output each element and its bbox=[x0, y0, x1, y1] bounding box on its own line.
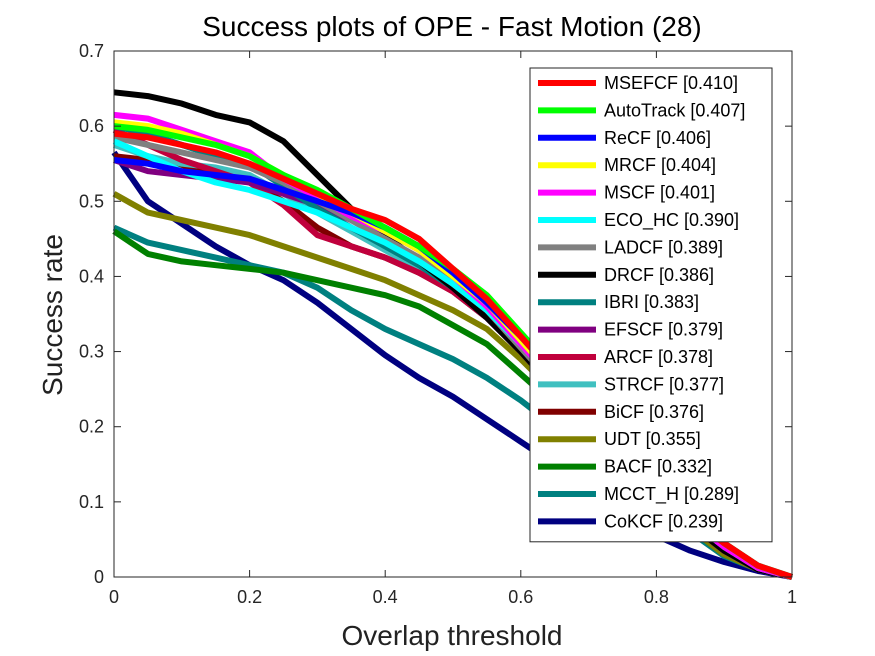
axes-layer bbox=[113, 50, 793, 578]
ticks-layer: 0 0.2 0.4 0.6 0.8 1 0 0.1 0.2 0.3 0.4 0.5 0.6 0.7 bbox=[79, 41, 797, 607]
x-tick-label: 0.6 bbox=[508, 587, 533, 607]
legend-label-11: STRCF [0.377] bbox=[604, 374, 724, 394]
chart-title: Success plots of OPE - Fast Motion (28) bbox=[202, 11, 702, 42]
legend-label-10: ARCF [0.378] bbox=[604, 347, 713, 367]
legend-label-8: IBRI [0.383] bbox=[604, 292, 699, 312]
legend-label-5: ECO_HC [0.390] bbox=[604, 210, 739, 231]
y-tick-label: 0.7 bbox=[79, 41, 104, 61]
legend-label-3: MRCF [0.404] bbox=[604, 155, 716, 175]
x-tick-label: 0.4 bbox=[373, 587, 398, 607]
legend-label-12: BiCF [0.376] bbox=[604, 402, 704, 422]
x-axis-label: Overlap threshold bbox=[341, 620, 562, 651]
legend-label-4: MSCF [0.401] bbox=[604, 183, 715, 203]
y-tick-label: 0 bbox=[94, 567, 104, 587]
legend-label-15: MCCT_H [0.289] bbox=[604, 484, 739, 505]
legend-label-1: AutoTrack [0.407] bbox=[604, 100, 745, 120]
legend-label-6: LADCF [0.389] bbox=[604, 237, 723, 257]
series-line-16 bbox=[111, 150, 793, 580]
legend-label-9: EFSCF [0.379] bbox=[604, 320, 723, 340]
legend-label-0: MSEFCF [0.410] bbox=[604, 73, 738, 93]
axes-box bbox=[113, 50, 793, 578]
legend: MSEFCF [0.410] AutoTrack [0.407] ReCF [0.4… bbox=[529, 67, 773, 543]
legend-label-7: DRCF [0.386] bbox=[604, 265, 714, 285]
legend-label-2: ReCF [0.406] bbox=[604, 128, 711, 148]
y-tick-label: 0.2 bbox=[79, 417, 104, 437]
legend-label-16: CoKCF [0.239] bbox=[604, 511, 723, 531]
y-axis-label: Success rate bbox=[37, 234, 68, 396]
legend-label-13: UDT [0.355] bbox=[604, 429, 701, 449]
x-tick-label: 1 bbox=[787, 587, 797, 607]
y-tick-label: 0.6 bbox=[79, 116, 104, 136]
y-tick-label: 0.3 bbox=[79, 342, 104, 362]
x-tick-label: 0 bbox=[109, 587, 119, 607]
x-tick-label: 0.8 bbox=[644, 587, 669, 607]
y-tick-label: 0.5 bbox=[79, 191, 104, 211]
legend-label-14: BACF [0.332] bbox=[604, 457, 712, 477]
y-tick-label: 0.1 bbox=[79, 492, 104, 512]
x-tick-label: 0.2 bbox=[237, 587, 262, 607]
y-tick-label: 0.4 bbox=[79, 266, 104, 286]
